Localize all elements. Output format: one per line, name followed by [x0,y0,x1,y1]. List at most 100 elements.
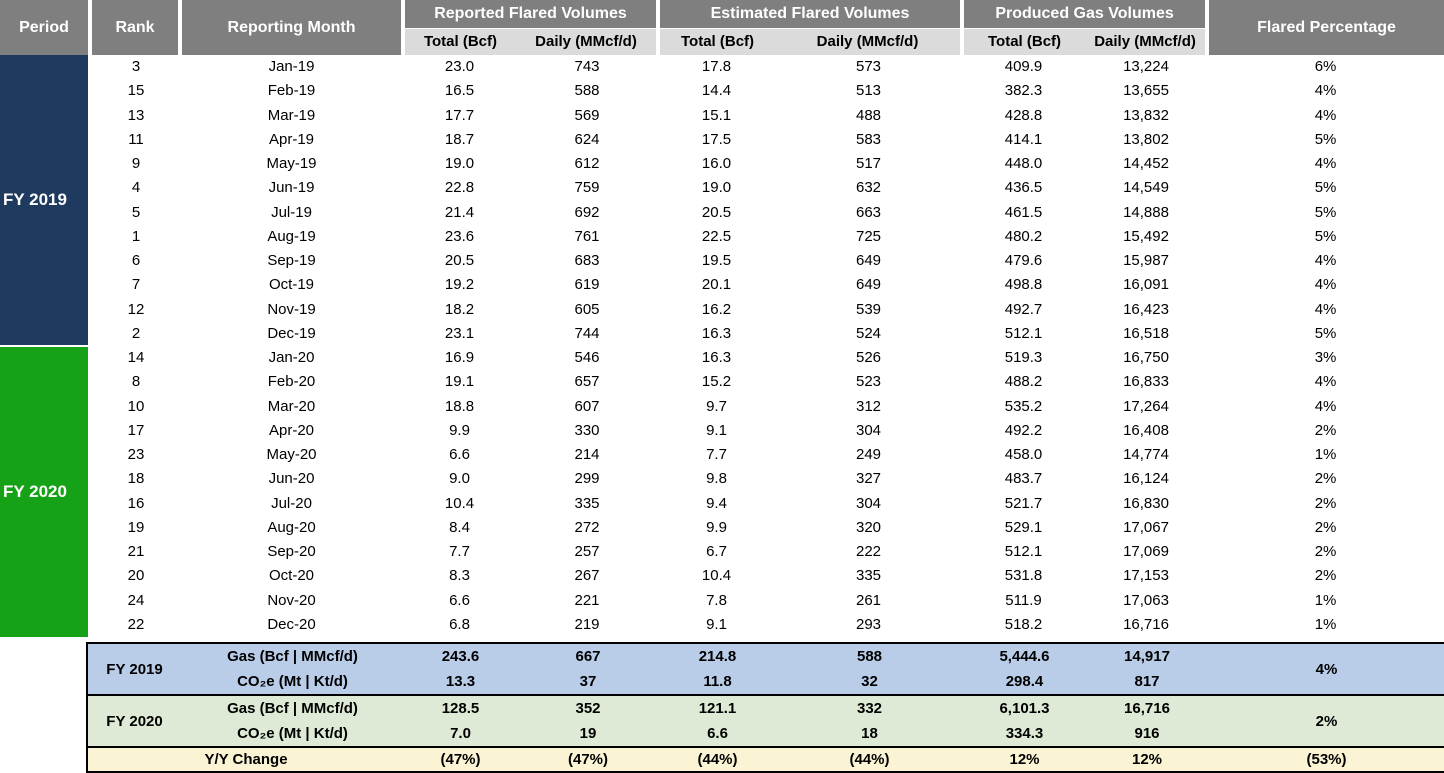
estimated-daily-cell: 312 [775,394,963,419]
produced-daily-cell: 16,716 [1085,612,1208,637]
reported-daily-cell: 743 [516,55,659,80]
reported-total-cell: 23.6 [403,224,516,249]
flared-pct-cell: 1% [1207,612,1444,637]
estimated-total-cell: 9.8 [658,467,776,492]
produced-daily-cell: 14,888 [1085,200,1208,225]
reported-daily-cell: 221 [516,588,659,613]
reported-daily-cell: 761 [516,224,659,249]
summary-cell: 128.5 [404,694,517,721]
estimated-daily-cell: 249 [775,443,963,468]
table-row: 1 Aug-19 23.6 761 22.5 725 480.2 15,492 5% [0,224,1444,249]
rank-cell: 20 [90,564,180,589]
summary-period-fy2020: FY 2020 [87,694,181,747]
estimated-total-cell: 7.8 [658,588,776,613]
rank-cell: 18 [90,467,180,492]
produced-total-cell: 428.8 [962,103,1086,128]
flared-pct-cell: 5% [1207,176,1444,201]
produced-total-cell: 479.6 [962,249,1086,274]
col-header-reported-total: Total (Bcf) [403,28,516,55]
table-row: 8 Feb-20 19.1 657 15.2 523 488.2 16,833 4% [0,370,1444,395]
summary-row-yoy-change: Y/Y Change (47%) (47%) (44%) (44%) 12% 1… [87,746,1444,773]
table-row: 18 Jun-20 9.0 299 9.8 327 483.7 16,124 2% [0,467,1444,492]
reported-total-cell: 23.1 [403,321,516,346]
reported-total-cell: 20.5 [403,249,516,274]
reported-total-cell: 7.7 [403,540,516,565]
produced-daily-cell: 15,492 [1085,224,1208,249]
month-cell: Nov-20 [180,588,403,613]
rank-cell: 19 [90,515,180,540]
rank-cell: 3 [90,55,180,80]
estimated-total-cell: 19.0 [658,176,776,201]
flared-pct-cell: 4% [1207,152,1444,177]
rank-cell: 5 [90,200,180,225]
estimated-total-cell: 6.7 [658,540,776,565]
rank-cell: 24 [90,588,180,613]
reported-total-cell: 23.0 [403,55,516,80]
estimated-daily-cell: 261 [775,588,963,613]
reported-total-cell: 22.8 [403,176,516,201]
flared-pct-cell: 4% [1207,297,1444,322]
summary-co2e-label: CO₂e (Mt | Kt/d) [181,669,404,695]
summary-cell: 588 [776,642,963,669]
produced-daily-cell: 13,655 [1085,79,1208,104]
col-header-flared-percentage: Flared Percentage [1207,0,1444,55]
reported-daily-cell: 335 [516,491,659,516]
estimated-daily-cell: 327 [775,467,963,492]
summary-cell: (53%) [1208,746,1444,773]
produced-total-cell: 529.1 [962,515,1086,540]
rank-cell: 17 [90,418,180,443]
estimated-total-cell: 16.0 [658,152,776,177]
col-header-estimated-daily: Daily (MMcf/d) [775,28,965,55]
estimated-daily-cell: 304 [775,491,963,516]
summary-cell: 667 [517,642,659,669]
produced-daily-cell: 16,750 [1085,346,1208,371]
reported-total-cell: 16.9 [403,346,516,371]
estimated-total-cell: 9.4 [658,491,776,516]
flared-pct-cell: 4% [1207,394,1444,419]
summary-cell: 37 [517,669,659,695]
produced-total-cell: 521.7 [962,491,1086,516]
month-cell: Nov-19 [180,297,403,322]
estimated-daily-cell: 320 [775,515,963,540]
reported-daily-cell: 657 [516,370,659,395]
produced-total-cell: 498.8 [962,273,1086,298]
table-row: 5 Jul-19 21.4 692 20.5 663 461.5 14,888 5% [0,200,1444,225]
flared-pct-cell: 4% [1207,370,1444,395]
col-header-reported-daily: Daily (MMcf/d) [516,28,661,55]
month-cell: Apr-20 [180,418,403,443]
reported-daily-cell: 607 [516,394,659,419]
produced-total-cell: 458.0 [962,443,1086,468]
rank-cell: 13 [90,103,180,128]
table-body: FY 2019 3 Jan-19 23.0 743 17.8 573 409.9 13,224 6… [0,55,1444,637]
summary-cell: 18 [776,721,963,747]
summary-cell: 6,101.3 [963,694,1086,721]
summary-cell: 916 [1086,721,1208,747]
summary-gas-label: Gas (Bcf | MMcf/d) [181,694,404,721]
produced-daily-cell: 13,802 [1085,127,1208,152]
flared-pct-cell: 6% [1207,55,1444,80]
flared-pct-cell: 1% [1207,588,1444,613]
summary-cell: (44%) [659,746,776,773]
rank-cell: 4 [90,176,180,201]
estimated-total-cell: 20.5 [658,200,776,225]
table-row: 10 Mar-20 18.8 607 9.7 312 535.2 17,264 4% [0,394,1444,419]
flared-pct-cell: 2% [1207,564,1444,589]
estimated-daily-cell: 293 [775,612,963,637]
rank-cell: 10 [90,394,180,419]
produced-daily-cell: 16,833 [1085,370,1208,395]
flared-pct-cell: 1% [1207,443,1444,468]
rank-cell: 7 [90,273,180,298]
estimated-total-cell: 9.9 [658,515,776,540]
summary-cell: 12% [1086,746,1208,773]
month-cell: Sep-20 [180,540,403,565]
estimated-daily-cell: 304 [775,418,963,443]
reported-total-cell: 17.7 [403,103,516,128]
reported-total-cell: 8.3 [403,564,516,589]
estimated-daily-cell: 524 [775,321,963,346]
rank-cell: 1 [90,224,180,249]
reported-total-cell: 16.5 [403,79,516,104]
produced-daily-cell: 16,124 [1085,467,1208,492]
estimated-daily-cell: 517 [775,152,963,177]
produced-total-cell: 414.1 [962,127,1086,152]
produced-total-cell: 483.7 [962,467,1086,492]
